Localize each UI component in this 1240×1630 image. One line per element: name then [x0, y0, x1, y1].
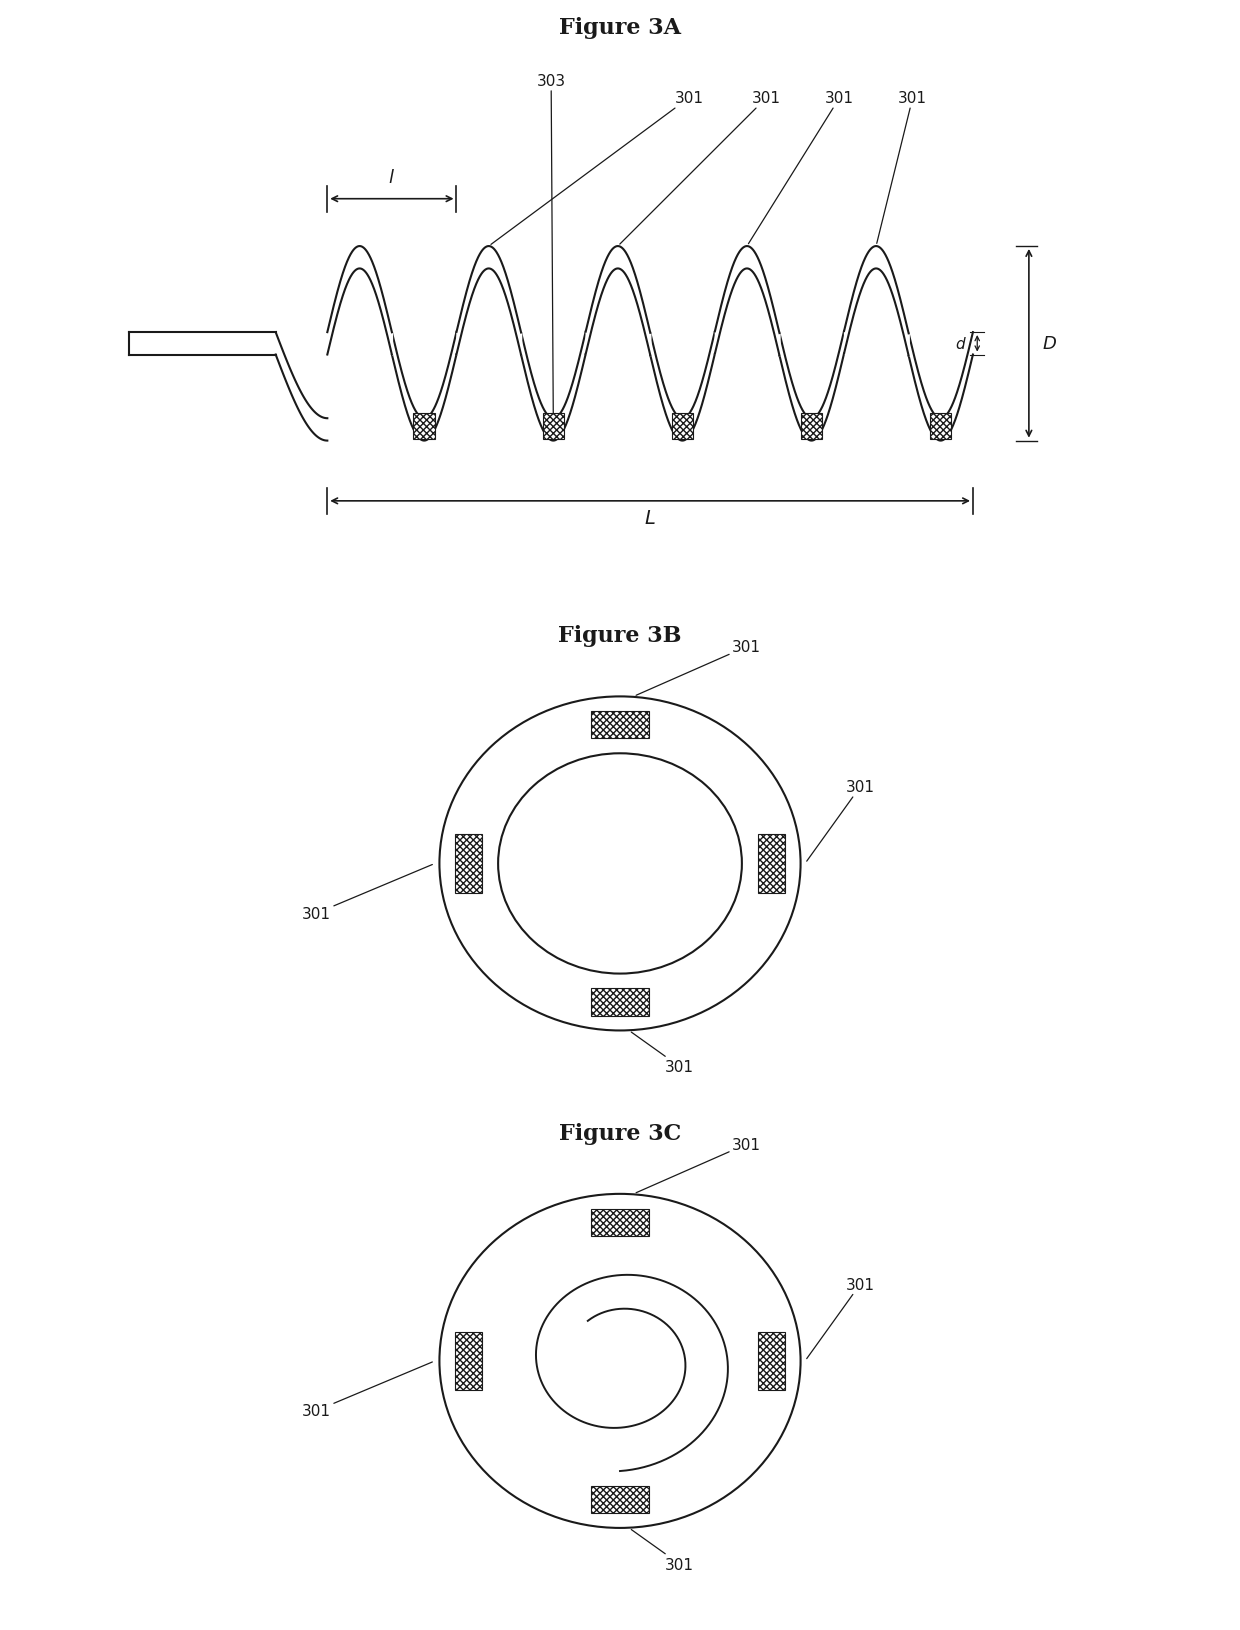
Bar — [455, 1332, 482, 1390]
Bar — [758, 1332, 785, 1390]
Bar — [413, 414, 435, 440]
Ellipse shape — [498, 753, 742, 975]
Text: 301: 301 — [631, 1032, 694, 1074]
Text: $d$: $d$ — [955, 336, 967, 352]
Bar — [801, 414, 822, 440]
Text: 301: 301 — [636, 1138, 761, 1193]
Text: $D$: $D$ — [1042, 336, 1056, 354]
Ellipse shape — [439, 1195, 801, 1527]
Text: 301: 301 — [636, 641, 761, 696]
Text: $l$: $l$ — [388, 168, 396, 187]
Text: 301: 301 — [303, 1363, 433, 1418]
Bar — [590, 1487, 650, 1513]
Text: 303: 303 — [537, 73, 565, 414]
Text: 301: 301 — [303, 866, 433, 921]
Bar — [672, 414, 693, 440]
Bar — [590, 1209, 650, 1236]
Text: 301: 301 — [807, 1276, 874, 1359]
Text: Figure 3C: Figure 3C — [559, 1121, 681, 1144]
Text: 301: 301 — [620, 91, 781, 244]
Bar — [930, 414, 951, 440]
Ellipse shape — [439, 698, 801, 1030]
Text: Figure 3B: Figure 3B — [558, 624, 682, 647]
Text: 301: 301 — [749, 91, 854, 244]
Text: $L$: $L$ — [645, 510, 656, 528]
Bar — [590, 712, 650, 738]
Text: Figure 3A: Figure 3A — [559, 18, 681, 39]
Bar — [455, 835, 482, 893]
Bar — [758, 835, 785, 893]
Text: 301: 301 — [631, 1529, 694, 1571]
Text: 301: 301 — [807, 779, 874, 862]
Text: 301: 301 — [491, 91, 703, 244]
Bar — [543, 414, 564, 440]
Text: 301: 301 — [877, 91, 928, 244]
Bar — [590, 989, 650, 1015]
